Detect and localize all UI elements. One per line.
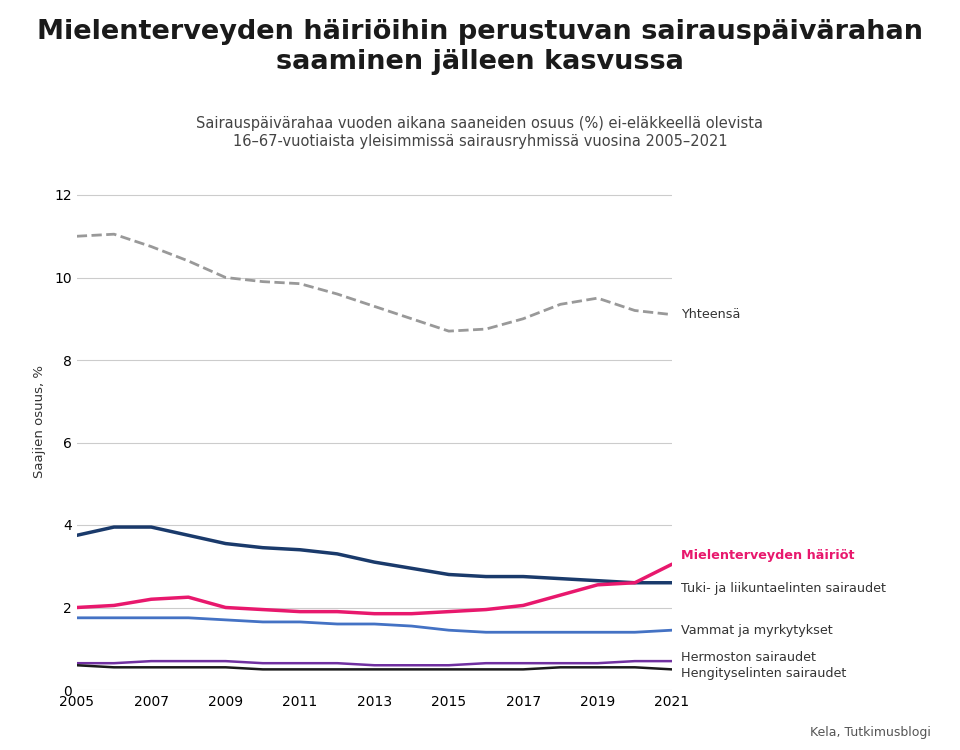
Text: Kela, Tutkimusblogi: Kela, Tutkimusblogi [810, 726, 931, 739]
Y-axis label: Saajien osuus, %: Saajien osuus, % [33, 365, 46, 478]
Text: Mielenterveyden häiriöt: Mielenterveyden häiriöt [682, 550, 854, 562]
Text: Vammat ja myrkytykset: Vammat ja myrkytykset [682, 624, 833, 637]
Text: Sairauspäivärahaa vuoden aikana saaneiden osuus (%) ei-eläkkeellä olevista
16–67: Sairauspäivärahaa vuoden aikana saaneide… [197, 116, 763, 148]
Text: Yhteensä: Yhteensä [682, 308, 741, 321]
Text: Hermoston sairaudet: Hermoston sairaudet [682, 651, 816, 664]
Text: Tuki- ja liikuntaelinten sairaudet: Tuki- ja liikuntaelinten sairaudet [682, 583, 886, 596]
Text: Hengityselinten sairaudet: Hengityselinten sairaudet [682, 667, 847, 680]
Text: Mielenterveyden häiriöihin perustuvan sairauspäivärahan
saaminen jälleen kasvuss: Mielenterveyden häiriöihin perustuvan sa… [37, 19, 923, 75]
